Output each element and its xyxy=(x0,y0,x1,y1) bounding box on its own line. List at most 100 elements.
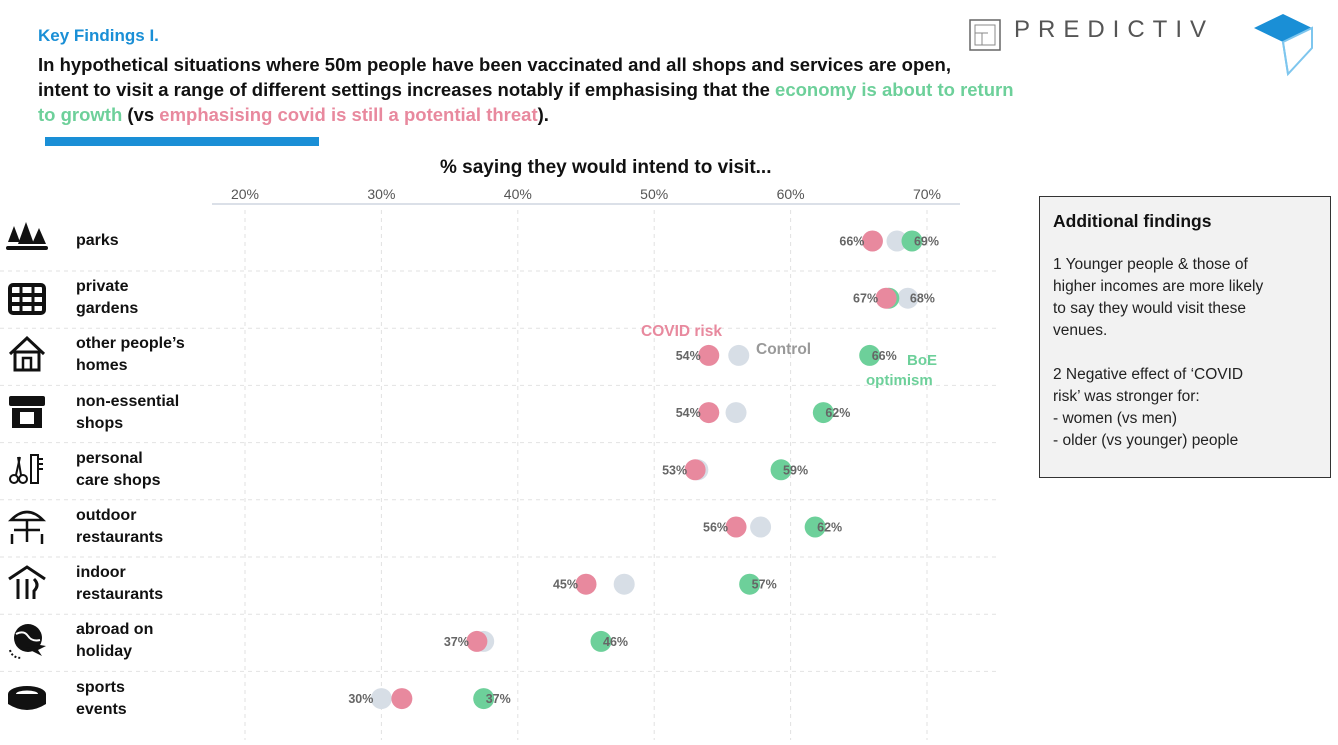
finding-line: - older (vs younger) people xyxy=(1053,432,1239,449)
headline-text: intent to visit a range of different set… xyxy=(38,79,776,100)
finding-line: venues. xyxy=(1053,322,1108,339)
headline-line-2: intent to visit a range of different set… xyxy=(38,77,1258,102)
covid-point xyxy=(466,630,488,652)
covid-point xyxy=(698,344,720,366)
finding-line: risk’ was stronger for: xyxy=(1053,388,1200,405)
boe-point xyxy=(804,516,826,538)
chart-title: % saying they would intend to visit... xyxy=(440,157,772,178)
data-label-low: 56% xyxy=(703,521,728,535)
data-label-low: 54% xyxy=(676,349,701,363)
control-annotation: Control xyxy=(756,341,811,358)
finding-line: 2 Negative effect of ‘COVID xyxy=(1053,366,1244,383)
control-point xyxy=(897,287,919,309)
control-point xyxy=(370,688,392,710)
boe-point xyxy=(901,230,923,252)
category-label: private gardens xyxy=(76,276,138,320)
category-label: sports events xyxy=(76,677,127,721)
category-label: outdoor restaurants xyxy=(76,505,163,549)
predictiv-logo: PREDICTIV xyxy=(966,10,1318,80)
x-tick-label: 50% xyxy=(640,186,668,202)
key-findings-title: Key Findings I. xyxy=(38,26,159,45)
data-label-high: 62% xyxy=(825,406,850,420)
covid-point xyxy=(875,287,897,309)
data-label-high: 57% xyxy=(752,578,777,592)
boe-point xyxy=(590,630,612,652)
covid-point xyxy=(725,516,747,538)
data-label-low: 37% xyxy=(444,635,469,649)
category-label-line: parks xyxy=(76,232,119,249)
data-label-low: 30% xyxy=(348,692,373,706)
finding-line: higher incomes are more likely xyxy=(1053,278,1264,295)
data-label-low: 66% xyxy=(839,235,864,249)
data-label-low: 53% xyxy=(662,463,687,477)
x-tick-label: 70% xyxy=(913,186,941,202)
data-label-low: 45% xyxy=(553,578,578,592)
covid-point xyxy=(575,573,597,595)
control-point xyxy=(750,516,772,538)
headline-growth-phrase: to growth xyxy=(38,104,123,125)
logo-cube-icon xyxy=(1254,14,1313,77)
covid-point xyxy=(698,402,720,424)
headline-economy-phrase: economy is about to return xyxy=(775,79,1014,100)
control-point xyxy=(613,573,635,595)
x-tick-label: 30% xyxy=(367,186,395,202)
category-label-line: private xyxy=(76,278,129,296)
boe-optimism-annotation-line2: optimism xyxy=(866,372,933,389)
category-label-line: abroad on xyxy=(76,621,154,639)
finding-line: - women (vs men) xyxy=(1053,410,1178,427)
headline-text: (vs xyxy=(122,104,160,125)
category-label-line: events xyxy=(76,700,127,718)
headline-covid-phrase: emphasising covid is still a potential t… xyxy=(159,104,538,125)
trees-icon xyxy=(6,220,48,260)
data-label-high: 66% xyxy=(872,349,897,363)
boe-point xyxy=(770,459,792,481)
covid-point xyxy=(861,230,883,252)
category-label: abroad on holiday xyxy=(76,619,153,663)
boe-optimism-annotation-line1: BoE xyxy=(907,352,937,369)
headline-line-3: to growth (vs emphasising covid is still… xyxy=(38,102,1258,127)
scissors-comb-icon xyxy=(6,449,48,489)
data-label-high: 69% xyxy=(914,235,939,249)
x-tick-label: 60% xyxy=(777,186,805,202)
parasol-table-icon xyxy=(6,506,48,546)
category-label: parks xyxy=(76,230,119,252)
data-label-low: 67% xyxy=(853,292,878,306)
category-label-line: gardens xyxy=(76,300,139,318)
data-label-high: 59% xyxy=(783,463,808,477)
globe-plane-icon xyxy=(6,620,48,660)
category-label-line: personal xyxy=(76,449,143,467)
dot-plot: 20% 30% 40% 50% 60% 70% 66% 69% 67% 68% 54% 66% 54% 6… xyxy=(0,186,1000,740)
headline: In hypothetical situations where 50m peo… xyxy=(38,52,1258,127)
restaurant-icon xyxy=(6,563,48,603)
category-label-line: homes xyxy=(76,357,128,375)
boe-point xyxy=(812,402,834,424)
control-point xyxy=(725,402,747,424)
finding-2: 2 Negative effect of ‘COVID risk’ was st… xyxy=(1053,364,1317,452)
x-tick-label: 20% xyxy=(231,186,259,202)
category-label-line: sports xyxy=(76,678,125,696)
headline-line-1: In hypothetical situations where 50m peo… xyxy=(38,54,951,75)
boe-point xyxy=(859,344,881,366)
finding-line: 1 Younger people & those of xyxy=(1053,256,1248,273)
data-label-high: 37% xyxy=(486,692,511,706)
logo-text: PREDICTIV xyxy=(1014,16,1215,43)
headline-text: ). xyxy=(537,104,549,125)
logo-square-icon xyxy=(969,19,1001,51)
category-label: other people’s homes xyxy=(76,333,185,377)
category-label-line: care shops xyxy=(76,471,161,489)
boe-point xyxy=(473,688,495,710)
control-point xyxy=(886,230,908,252)
covid-risk-annotation: COVID risk xyxy=(641,323,722,340)
category-label: indoor restaurants xyxy=(76,562,163,606)
control-point xyxy=(728,344,750,366)
data-label-high: 68% xyxy=(910,292,935,306)
additional-findings-title: Additional findings xyxy=(1053,211,1212,231)
category-label-line: shops xyxy=(76,414,124,432)
category-label: non-essential shops xyxy=(76,391,179,435)
shop-icon xyxy=(6,392,48,432)
accent-underline xyxy=(45,137,319,146)
covid-point xyxy=(684,459,706,481)
category-label-line: non-essential xyxy=(76,392,180,410)
category-label-line: restaurants xyxy=(76,529,164,546)
data-label-low: 54% xyxy=(676,406,701,420)
